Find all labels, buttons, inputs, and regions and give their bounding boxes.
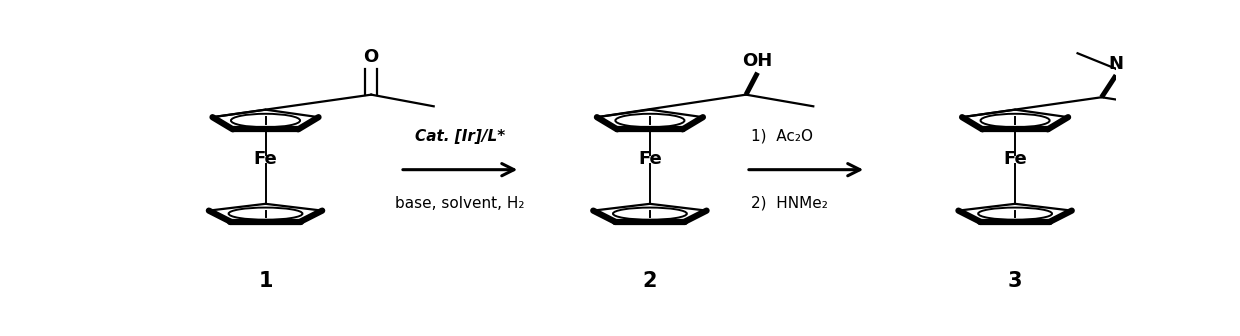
Text: Cat. [Ir]/L*: Cat. [Ir]/L* [415,129,505,143]
Text: OH: OH [743,52,773,70]
Text: 1)  Ac₂O: 1) Ac₂O [751,129,813,143]
Text: N: N [1109,55,1123,73]
Text: Fe: Fe [1003,150,1027,168]
Text: O: O [363,48,379,66]
Text: 2: 2 [642,271,657,291]
Text: Fe: Fe [254,150,278,168]
Text: base, solvent, H₂: base, solvent, H₂ [396,196,525,211]
Text: 2)  HNMe₂: 2) HNMe₂ [751,196,827,211]
Text: Fe: Fe [639,150,662,168]
Text: 1: 1 [258,271,273,291]
Text: 3: 3 [1008,271,1022,291]
